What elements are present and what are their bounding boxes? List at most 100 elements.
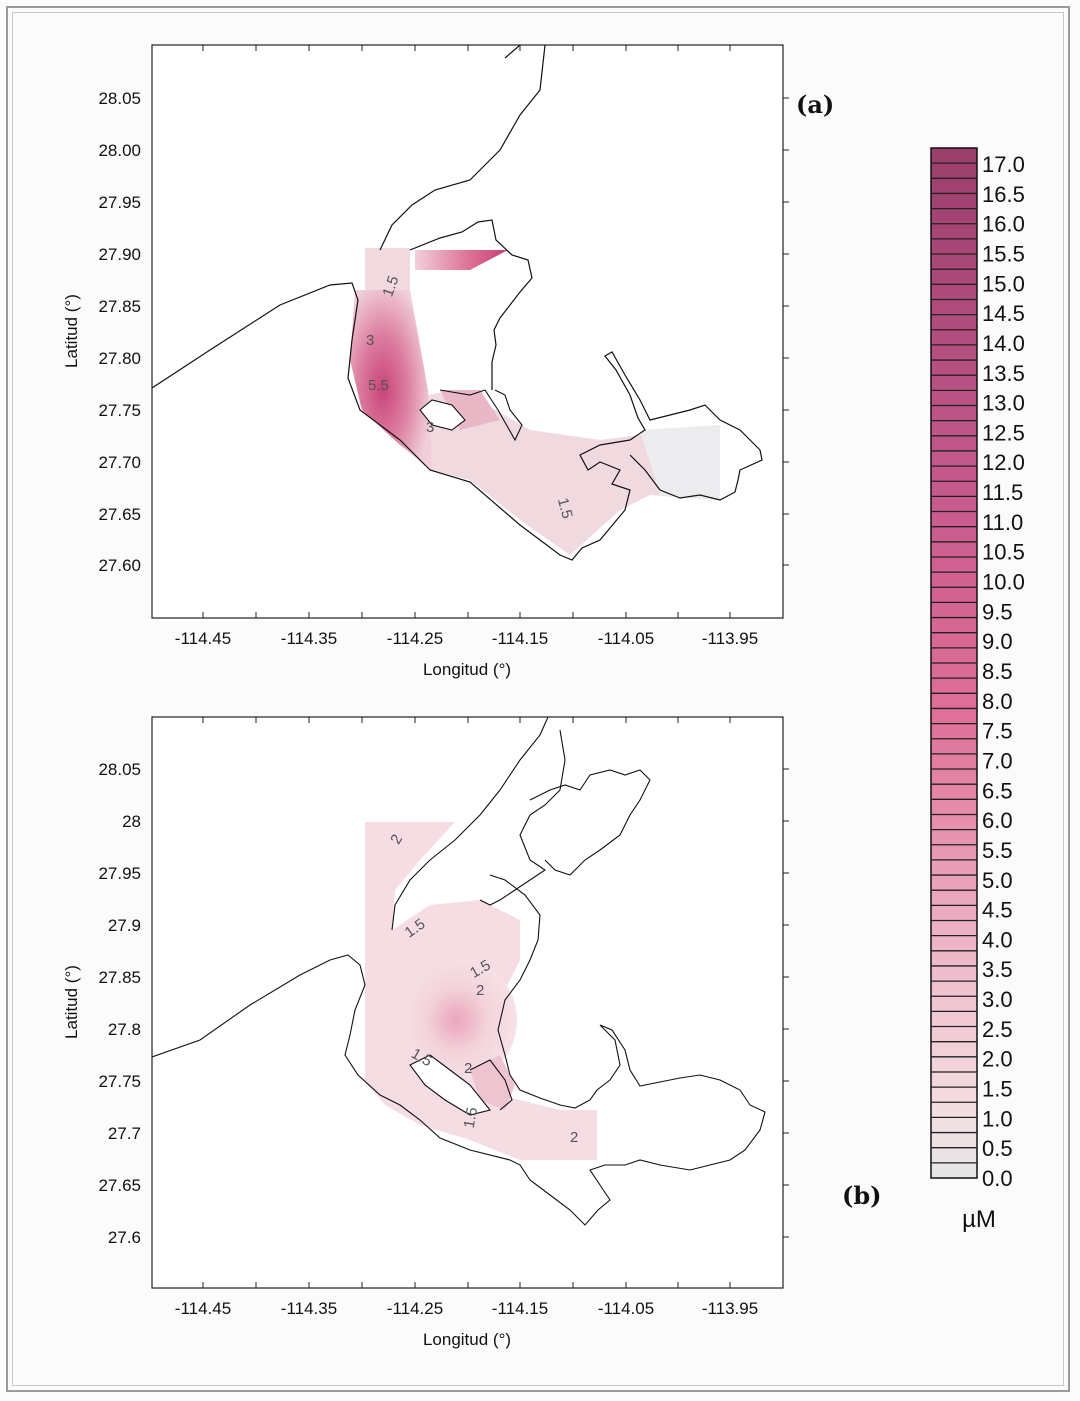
colorbar-tick-label: 16.5 [982, 182, 1025, 207]
colorbar-tick-label: 13.5 [982, 361, 1025, 386]
x-tick-label: -114.25 [387, 1299, 443, 1318]
colorbar-tick-label: 2.0 [982, 1047, 1013, 1072]
colorbar-tick-label: 4.0 [982, 927, 1013, 952]
x-tick-label: -113.95 [702, 1299, 758, 1318]
x-tick-label: -114.45 [175, 1299, 231, 1318]
colorbar-tick-label: 6.5 [982, 778, 1013, 803]
x-tick-label: -114.45 [175, 629, 231, 648]
peninsula-east-coast-b [479, 729, 566, 906]
colorbar-tick-label: 1.5 [982, 1077, 1013, 1102]
colorbar-tick-label: 5.0 [982, 868, 1013, 893]
north-coast-a [504, 45, 521, 59]
colorbar-tick-label: 9.0 [982, 629, 1013, 654]
colorbar-tick-label: 8.5 [982, 659, 1013, 684]
panel-label-b: (b) [842, 1181, 882, 1210]
colorbar-tick-label: 3.5 [982, 957, 1013, 982]
coastline-b [152, 874, 766, 1226]
contour-label: 1.5 [461, 1106, 481, 1129]
y-tick-label: 27.6 [108, 1228, 141, 1247]
x-tick-label: -114.15 [492, 1299, 548, 1318]
colorbar-tick-label: 4.5 [982, 898, 1013, 923]
concentration-field-a [352, 248, 720, 555]
map-panel-a: 1.5 3 5.5 3 1.5 -114.45 -114.35 -114.25 … [62, 44, 834, 679]
colorbar-tick-label: 11.0 [982, 510, 1023, 535]
contour-label: 2 [570, 1129, 578, 1146]
colorbar-tick-label: 12.5 [982, 420, 1025, 445]
colorbar-tick-label: 10.5 [982, 540, 1025, 565]
colorbar-ticks: 17.0 16.5 16.0 15.5 15.0 14.5 14.0 13.5 13.0 12.5… [982, 152, 1025, 1191]
y-tick-label: 27.80 [98, 349, 141, 368]
colorbar-tick-label: 14.5 [982, 301, 1025, 326]
x-tick-label: -114.05 [598, 629, 654, 648]
colorbar-tick-label: 16.0 [982, 212, 1025, 237]
colorbar-tick-label: 14.0 [982, 331, 1025, 356]
y-tick-label: 27.95 [98, 864, 141, 883]
y-tick-label: 27.85 [98, 297, 141, 316]
colorbar-tick-label: 0.5 [982, 1136, 1013, 1161]
contour-label: 2 [476, 982, 484, 999]
y-tick-label: 28.05 [98, 760, 141, 779]
colorbar-tick-label: 0.0 [982, 1166, 1013, 1191]
y-tick-label: 27.70 [98, 453, 141, 472]
y-tick-label: 28.05 [98, 89, 141, 108]
y-tick-label: 27.7 [108, 1124, 141, 1143]
x-tick-label: -114.35 [281, 1299, 337, 1318]
coastline-a [152, 282, 763, 561]
peninsula-west-coast-b [391, 717, 549, 931]
colorbar-tick-label: 9.5 [982, 599, 1013, 624]
y-tick-label: 27.85 [98, 968, 141, 987]
colorbar-tick-label: 12.0 [982, 450, 1025, 475]
x-tick-label: -114.25 [387, 629, 443, 648]
contour-label: 5.5 [368, 377, 389, 394]
x-tick-label: -113.95 [702, 629, 758, 648]
peninsula-east-coast-a [409, 219, 533, 390]
colorbar-tick-label: 1.0 [982, 1106, 1013, 1131]
high-concentration-zone-a [350, 290, 432, 470]
x-tick-label: -114.05 [598, 1299, 654, 1318]
colorbar: 17.0 16.5 16.0 15.5 15.0 14.5 14.0 13.5 13.0 12.5… [930, 147, 1025, 1233]
y-tick-label: 27.9 [108, 916, 141, 935]
colorbar-tick-label: 15.0 [982, 271, 1025, 296]
x-tick-label: -114.35 [281, 629, 337, 648]
y-tick-label: 27.95 [98, 193, 141, 212]
colorbar-tick-label: 7.5 [982, 719, 1013, 744]
colorbar-bands [931, 162, 977, 1164]
y-tick-label: 27.90 [98, 245, 141, 264]
island-north-b [529, 769, 651, 876]
inner-frame [12, 12, 1064, 1386]
east-low-zone-a [640, 425, 720, 500]
plot-frame-a [151, 44, 784, 619]
colorbar-tick-label: 13.0 [982, 391, 1025, 416]
colorbar-tick-label: 7.0 [982, 748, 1013, 773]
contour-label: 3 [366, 332, 374, 349]
y-tick-label: 28.00 [98, 141, 141, 160]
x-axis-label: Longitud (°) [423, 1330, 511, 1349]
contour-label: 3 [426, 419, 434, 436]
axis-ticks-a [202, 45, 789, 618]
northern-gradient-zone-a [415, 250, 508, 270]
map-panel-b: 2 1.5 1.5 2 1.5 2 1.5 2 -114.45 -114.35 … [62, 716, 882, 1349]
high-concentration-zone-b [407, 960, 517, 1080]
contour-label: 2 [464, 1060, 472, 1077]
colorbar-tick-label: 17.0 [982, 152, 1025, 177]
x-tick-label: -114.15 [492, 629, 548, 648]
contour-label: 1.5 [379, 274, 402, 299]
island-a [419, 399, 466, 431]
x-axis-label: Longitud (°) [423, 660, 511, 679]
outer-frame [6, 6, 1070, 1392]
peninsula-west-coast-a [379, 45, 546, 251]
contour-label: 1.5 [554, 496, 576, 521]
y-tick-label: 27.60 [98, 556, 141, 575]
colorbar-tick-label: 2.5 [982, 1017, 1013, 1042]
y-axis-label: Latitud (°) [62, 965, 81, 1039]
channel-zone-b [470, 1055, 515, 1110]
y-tick-label: 28 [122, 812, 141, 831]
colorbar-unit-label: µM [962, 1206, 996, 1233]
axis-ticks-b [202, 717, 789, 1288]
y-tick-label: 27.65 [98, 505, 141, 524]
colorbar-tick-label: 6.0 [982, 808, 1013, 833]
y-tick-label: 27.75 [98, 1072, 141, 1091]
lagoon-inlet-a [439, 389, 523, 442]
